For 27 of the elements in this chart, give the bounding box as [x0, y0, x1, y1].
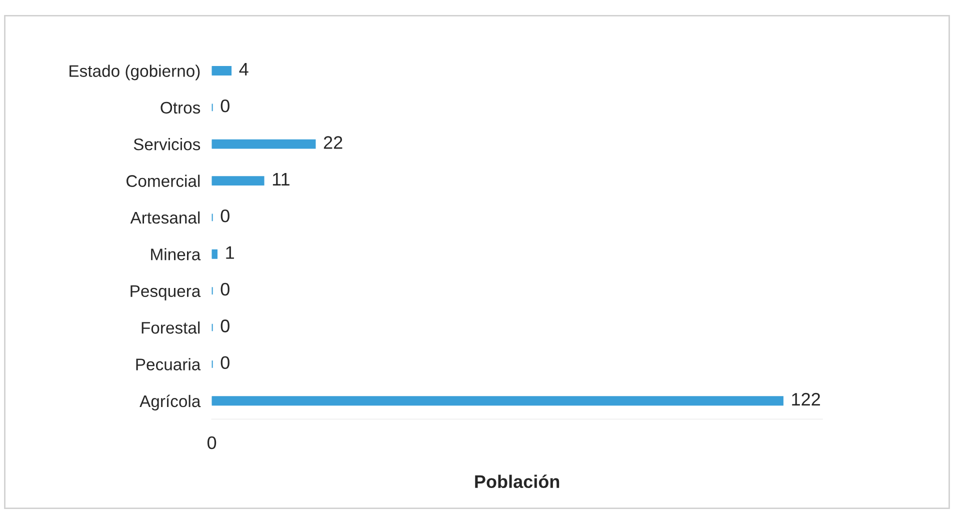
y-tick-label: Agrícola: [140, 394, 201, 410]
data-label: 0: [220, 282, 230, 296]
y-tick-label: Forestal: [142, 321, 200, 334]
data-label: 122: [792, 392, 820, 406]
y-tick-label: Comercial: [126, 174, 200, 187]
data-label: 0: [220, 320, 230, 332]
bar: [212, 249, 218, 259]
y-tick-label: Pesquera: [130, 285, 201, 300]
y-tick-label: Estado (gobierno): [70, 64, 200, 80]
x-axis-title: Población: [475, 474, 560, 488]
bar: [212, 66, 232, 76]
y-tick-label: Pecuaria: [136, 358, 201, 370]
y-tick-label: Artesanal: [130, 211, 200, 224]
bar: [212, 176, 264, 186]
data-label: 22: [324, 136, 342, 149]
data-label: 1: [226, 246, 234, 259]
text: 0: [207, 436, 216, 450]
data-label: 0: [220, 210, 230, 222]
data-label: 11: [272, 173, 290, 186]
data-label: 0: [220, 356, 230, 370]
y-tick-label: Servicios: [134, 138, 200, 150]
bar: [212, 139, 316, 149]
bar: [212, 396, 784, 406]
y-tick-label: Otros: [160, 102, 200, 114]
data-label: 4: [239, 62, 248, 76]
data-label: 0: [220, 99, 230, 112]
y-tick-label: Minera: [151, 248, 201, 260]
